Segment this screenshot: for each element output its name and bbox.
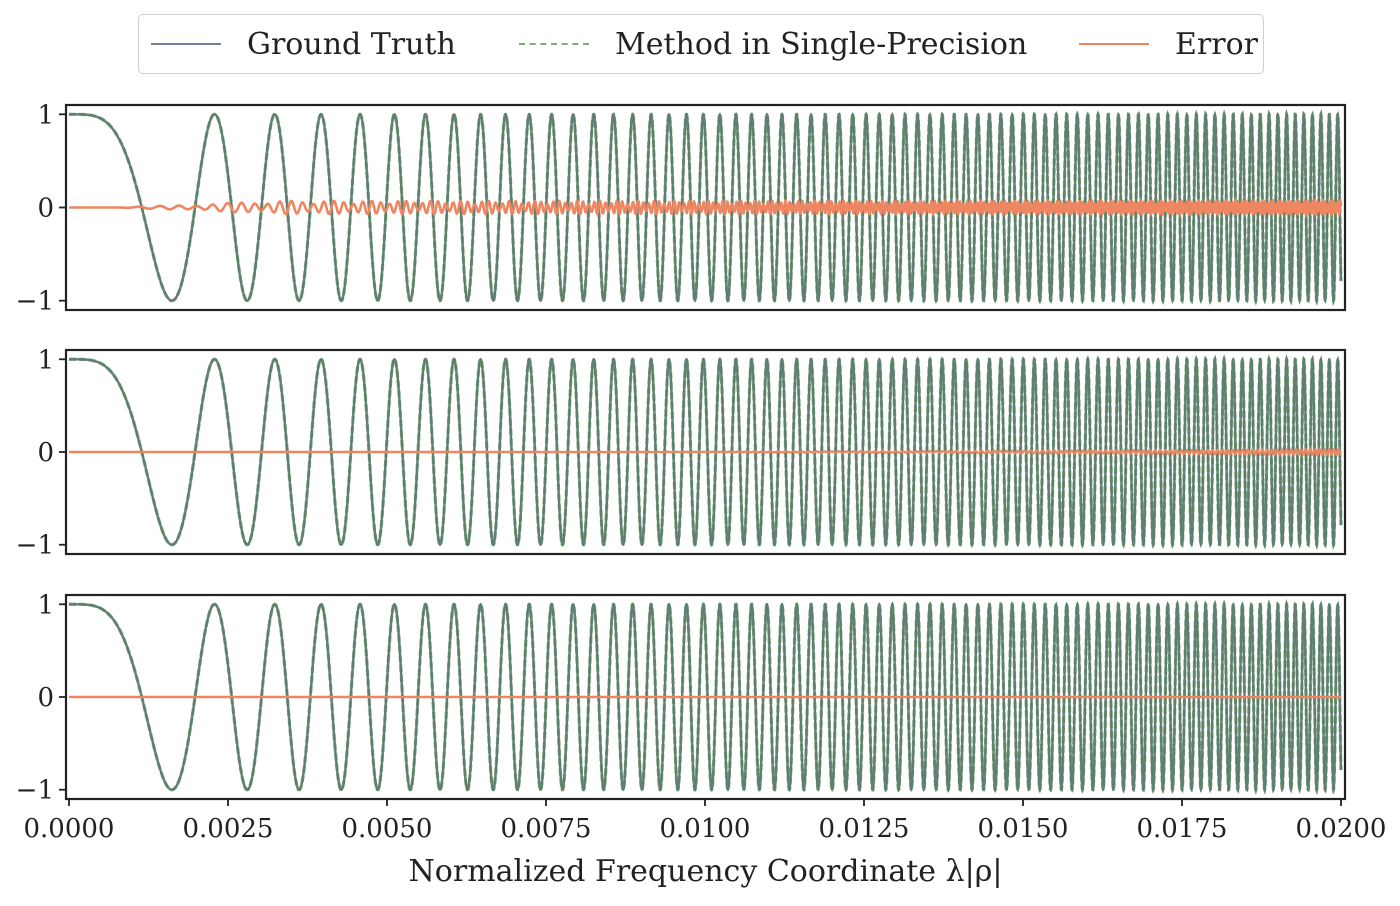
x-tick-label: 0.0025 (183, 814, 274, 844)
series-ground-truth (69, 110, 1343, 305)
panel-2: 1 0 −1 (16, 345, 1347, 561)
legend-label-error: Error (1175, 26, 1258, 62)
x-tick-label: 0.0125 (819, 814, 910, 844)
y-tick-label: 0 (37, 194, 54, 224)
y-tick-label: 0 (37, 683, 54, 713)
y-tick-label: 0 (37, 438, 54, 468)
panel-1: 1 0 −1 (16, 100, 1347, 317)
y-tick-label: 1 (37, 100, 54, 130)
panel-3-plot-area (69, 598, 1343, 796)
x-tick-label: 0.0050 (342, 814, 433, 844)
x-tick-label: 0.0175 (1137, 814, 1228, 844)
legend-item-error: Error (1079, 15, 1258, 73)
series-error (69, 448, 1342, 457)
series-ground-truth (69, 355, 1343, 550)
legend-item-single-precision: Method in Single-Precision (519, 15, 1027, 73)
y-tick-label: −1 (16, 287, 54, 317)
legend: Ground Truth Method in Single-Precision … (138, 14, 1264, 74)
legend-swatch-ground-truth (151, 43, 221, 45)
legend-swatch-error (1079, 43, 1149, 45)
x-tick-label: 0.0000 (24, 814, 115, 844)
x-tick-label: 0.0075 (501, 814, 592, 844)
legend-label-single-precision: Method in Single-Precision (615, 26, 1028, 62)
y-tick-label: 1 (37, 345, 54, 375)
legend-label-ground-truth: Ground Truth (247, 26, 456, 62)
legend-swatch-single-precision (519, 43, 589, 45)
x-tick-label: 0.0100 (660, 814, 751, 844)
legend-item-ground-truth: Ground Truth (151, 15, 456, 73)
panel-3: 1 0 −1 0.0000 0.0025 0.0050 0.0075 0.0100 0.0125… (16, 590, 1387, 889)
x-tick-label: 0.0200 (1296, 814, 1387, 844)
x-axis-label: Normalized Frequency Coordinate λ|ρ| (409, 854, 1003, 889)
panel-2-plot-area (69, 353, 1343, 551)
panel-1-plot-area (69, 108, 1343, 307)
series-ground-truth (69, 600, 1343, 795)
y-tick-label: −1 (16, 776, 54, 806)
series-error (69, 197, 1343, 218)
x-tick-label: 0.0150 (978, 814, 1069, 844)
y-tick-label: 1 (37, 590, 54, 620)
y-tick-label: −1 (16, 531, 54, 561)
